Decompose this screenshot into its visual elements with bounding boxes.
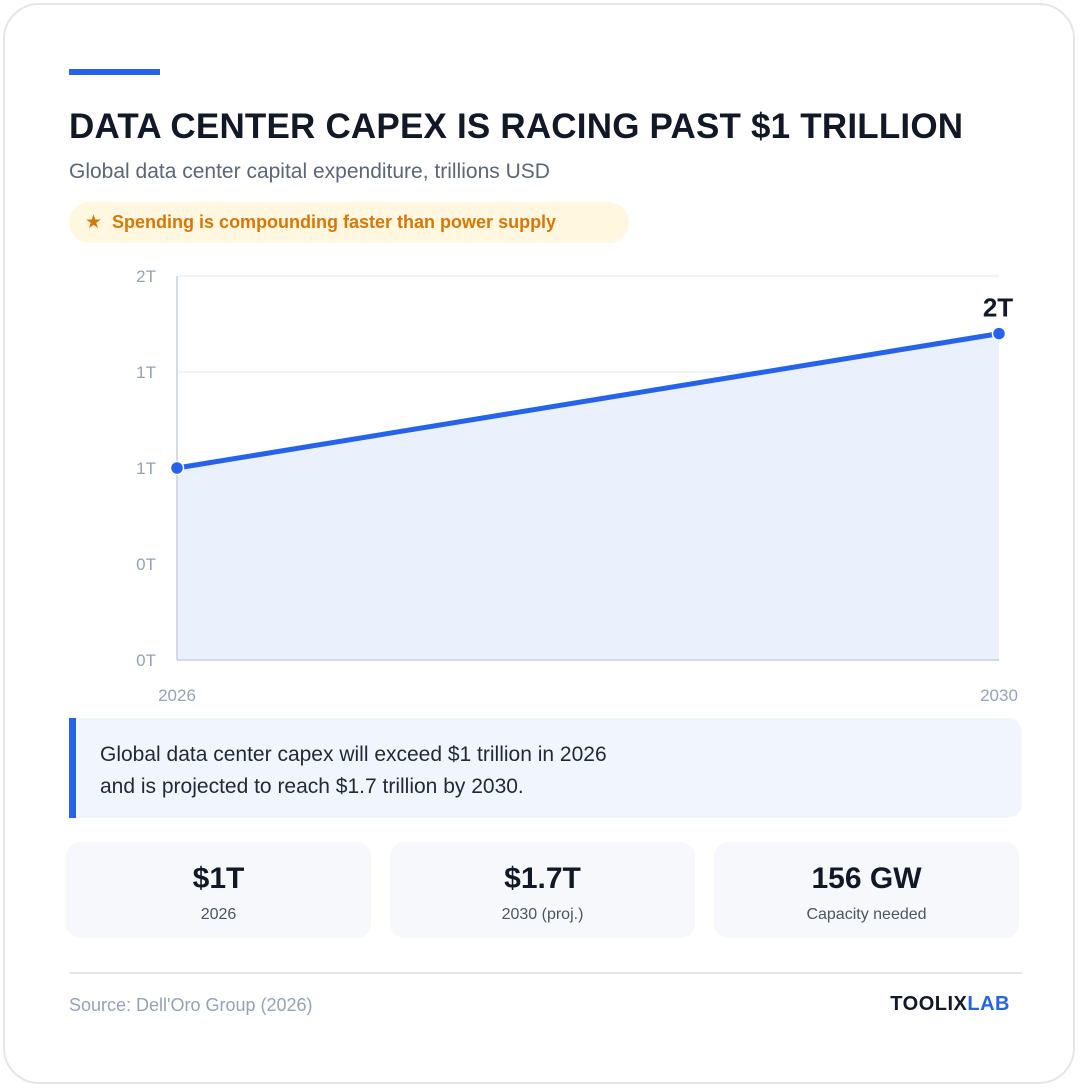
insight-line-2: and is projected to reach $1.7 trillion … (100, 775, 524, 798)
data-point (991, 326, 1007, 341)
source-note: Source: Dell'Oro Group (2026) (69, 995, 313, 1015)
y-tick-label: 0T (136, 651, 156, 670)
series-points (169, 326, 1007, 476)
y-tick-label: 1T (136, 459, 156, 478)
x-tick-label: 2026 (158, 686, 196, 705)
page-title: DATA CENTER CAPEX IS RACING PAST $1 TRIL… (69, 107, 964, 146)
stat-card-2030: $1.7T 2030 (proj.) (390, 842, 695, 938)
insight-line-1: Global data center capex will exceed $1 … (100, 743, 607, 766)
stat-card-2026: $1T 2026 (66, 842, 371, 938)
x-tick-label: 2030 (980, 686, 1018, 705)
brand-text-1: TOOLIX (890, 993, 968, 1015)
highlight-pill: ★ Spending is compounding faster than po… (69, 202, 629, 243)
area-chart: 0T 0T 1T 1T 2T 2026 2030 2T (136, 267, 1018, 705)
y-tick-label: 2T (136, 267, 156, 286)
stat-card-capacity: 156 GW Capacity needed (714, 842, 1019, 938)
series-area-fill (177, 333, 999, 660)
card: DATA CENTER CAPEX IS RACING PAST $1 TRIL… (3, 3, 1075, 1084)
brand-logo: TOOLIXLAB (890, 993, 1010, 1016)
end-data-label: 2T (983, 293, 1013, 323)
y-tick-label: 1T (136, 363, 156, 382)
stat-value: $1.7T (504, 862, 581, 895)
insight-note: Global data center capex will exceed $1 … (69, 718, 1022, 818)
stat-value: 156 GW (811, 862, 922, 895)
y-axis-ticks: 0T 0T 1T 1T 2T (136, 267, 156, 670)
series-line (174, 331, 1002, 471)
page-subtitle: Global data center capital expenditure, … (69, 160, 550, 183)
stat-label: Capacity needed (806, 906, 927, 923)
x-axis-ticks: 2026 2030 (158, 686, 1018, 705)
stat-label: 2026 (200, 906, 237, 923)
y-tick-label: 0T (136, 555, 156, 574)
data-point (169, 460, 185, 476)
accent-bar (69, 69, 160, 75)
star-icon: ★ (85, 211, 103, 233)
stat-label: 2030 (proj.) (501, 906, 584, 923)
footer-divider (69, 972, 1022, 974)
stat-value: $1T (192, 862, 245, 895)
brand-text-2: LAB (967, 993, 1010, 1015)
highlight-text: Spending is compounding faster than powe… (112, 212, 557, 232)
